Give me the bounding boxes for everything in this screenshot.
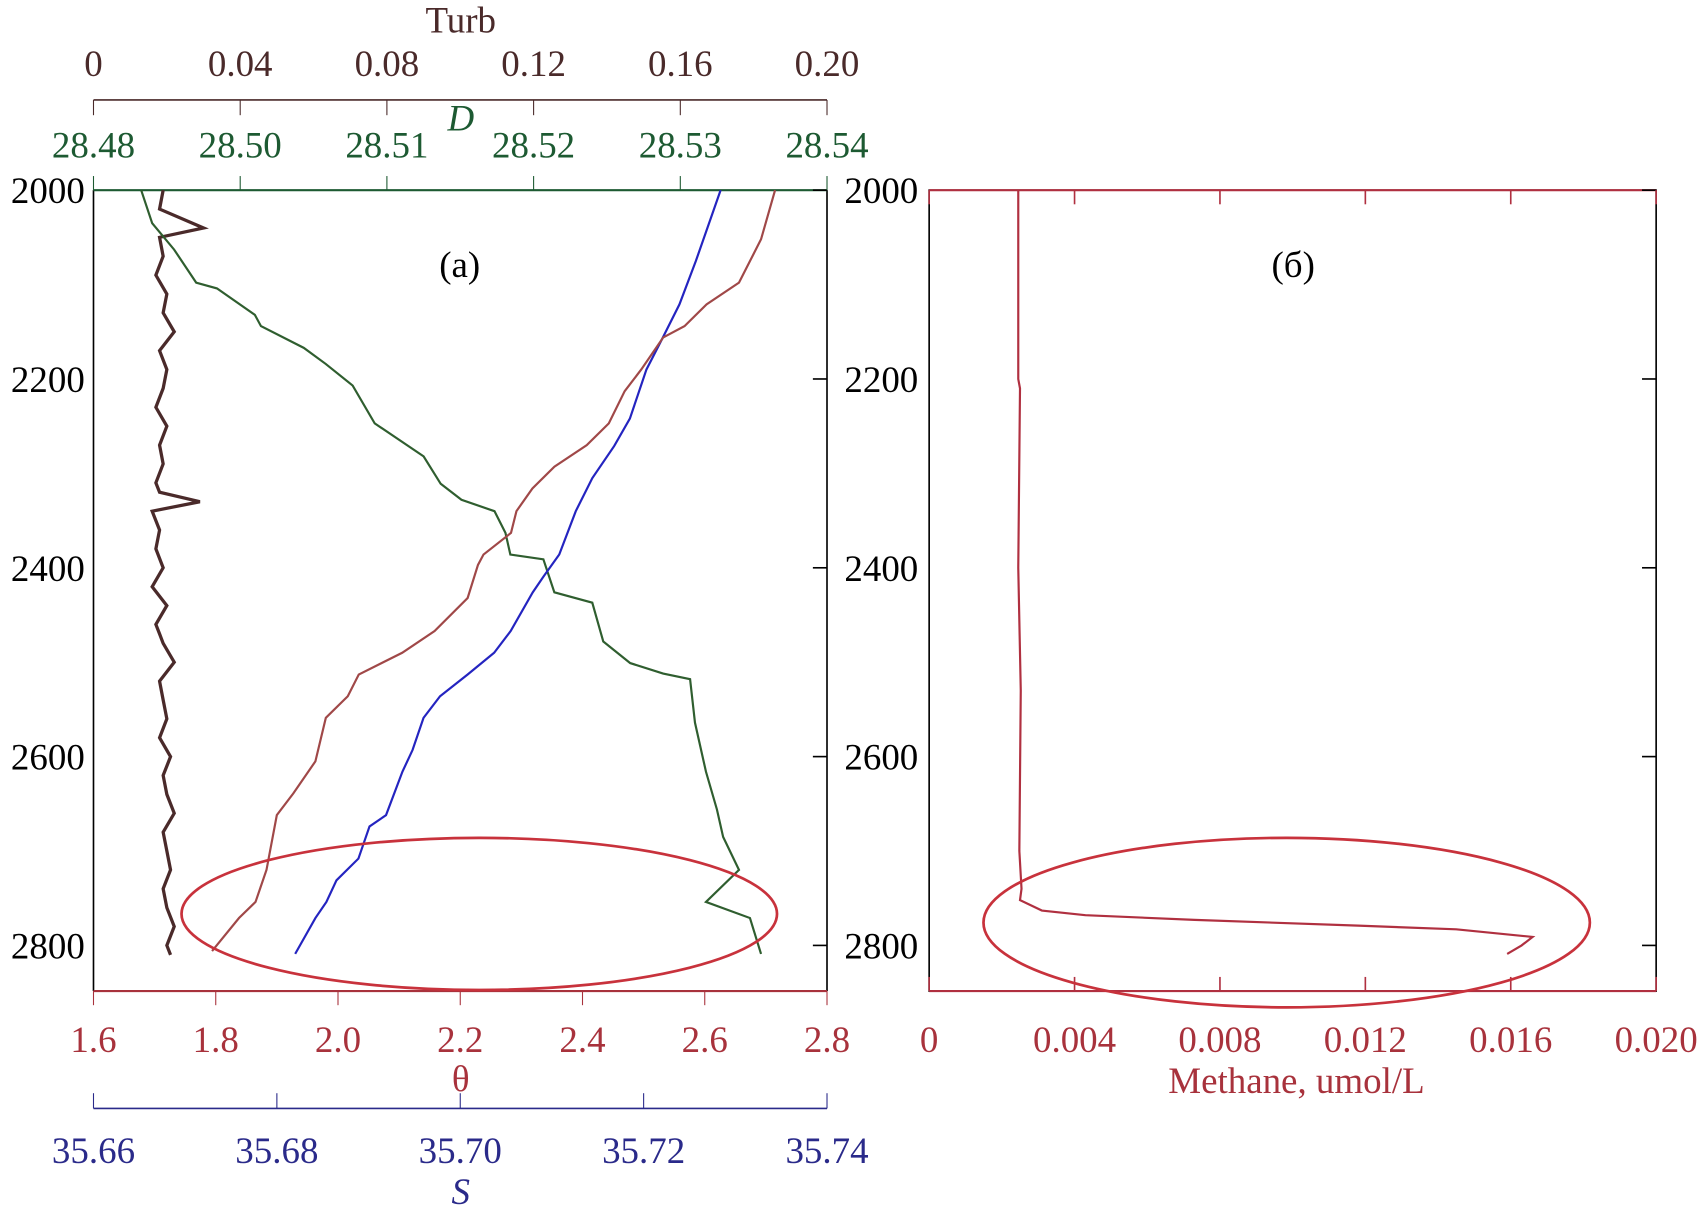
y-tick-label-b: 2200: [844, 359, 918, 400]
panel-a-label: (а): [439, 244, 480, 286]
salinity-tick-label: 35.72: [602, 1130, 685, 1171]
y-tick-label-b: 2600: [844, 737, 918, 778]
salinity-tick-label: 35.74: [785, 1130, 868, 1171]
y-tick-label-a: 2800: [11, 925, 85, 966]
turb-tick-label: 0.16: [648, 43, 713, 84]
panel-b-frame: [928, 189, 1657, 992]
x-tick-label-b: 0: [920, 1019, 938, 1060]
panel-b: (б) Methane, umol/L 2000 2200 2400 2600 2800…: [844, 170, 1697, 1101]
x-tick-label-b: 0.020: [1615, 1019, 1698, 1060]
turb-tick-label: 0.08: [355, 43, 420, 84]
y-tick-label-a: 2000: [11, 170, 85, 211]
theta-tick-label: 2.4: [559, 1019, 605, 1060]
y-tick-label-a: 2200: [11, 359, 85, 400]
series-line-density: [140, 189, 763, 955]
density-tick-label: 28.54: [785, 125, 868, 166]
density-tick-label: 28.52: [492, 125, 575, 166]
salinity-tick-label: 35.70: [419, 1130, 502, 1171]
y-tick-label-a: 2600: [11, 737, 85, 778]
turb-axis-title: Turb: [426, 0, 497, 41]
density-axis-title: D: [446, 97, 474, 138]
theta-tick-label: 2.6: [682, 1019, 728, 1060]
x-tick-label-b: 0.016: [1469, 1019, 1552, 1060]
density-tick-label: 28.51: [345, 125, 428, 166]
methane-axis-title: Methane, umol/L: [1168, 1060, 1424, 1101]
salinity-tick-label: 35.68: [235, 1130, 318, 1171]
turb-tick-label: 0: [84, 43, 102, 84]
y-tick-label-b: 2400: [844, 548, 918, 589]
theta-tick-label: 1.8: [193, 1019, 239, 1060]
series-line-salinity: [294, 189, 722, 955]
theta-tick-label: 2.0: [315, 1019, 361, 1060]
density-tick-label: 28.53: [639, 125, 722, 166]
y-tick-label-b: 2000: [844, 170, 918, 211]
salinity-axis-title: S: [452, 1171, 470, 1212]
panel-b-label: (б): [1271, 244, 1314, 286]
y-tick-label-b: 2800: [844, 925, 918, 966]
x-tick-label-b: 0.012: [1324, 1019, 1407, 1060]
x-tick-label-b: 0.008: [1178, 1019, 1261, 1060]
highlight-ellipse-b: [982, 836, 1592, 1009]
y-tick-label-a: 2400: [11, 548, 85, 589]
turb-tick-label: 0.12: [501, 43, 566, 84]
panel-a: (а) Turb D θ S 2000 2200 2400 2600 2800 0 0.04…: [11, 0, 869, 1212]
theta-axis-title: θ: [452, 1058, 470, 1099]
theta-tick-label: 1.6: [70, 1019, 116, 1060]
series-line-methane: [1017, 190, 1536, 955]
density-tick-label: 28.48: [52, 125, 135, 166]
turb-tick-label: 0.20: [795, 43, 860, 84]
turb-tick-label: 0.04: [208, 43, 273, 84]
theta-tick-label: 2.8: [804, 1019, 850, 1060]
salinity-tick-label: 35.66: [52, 1130, 135, 1171]
panel-a-frame: [93, 190, 827, 991]
series-line-theta: [211, 189, 777, 952]
series-line-turb: [149, 189, 209, 956]
density-tick-label: 28.50: [199, 125, 282, 166]
theta-tick-label: 2.2: [437, 1019, 483, 1060]
highlight-ellipse-a: [180, 836, 779, 992]
x-tick-label-b: 0.004: [1033, 1019, 1116, 1060]
